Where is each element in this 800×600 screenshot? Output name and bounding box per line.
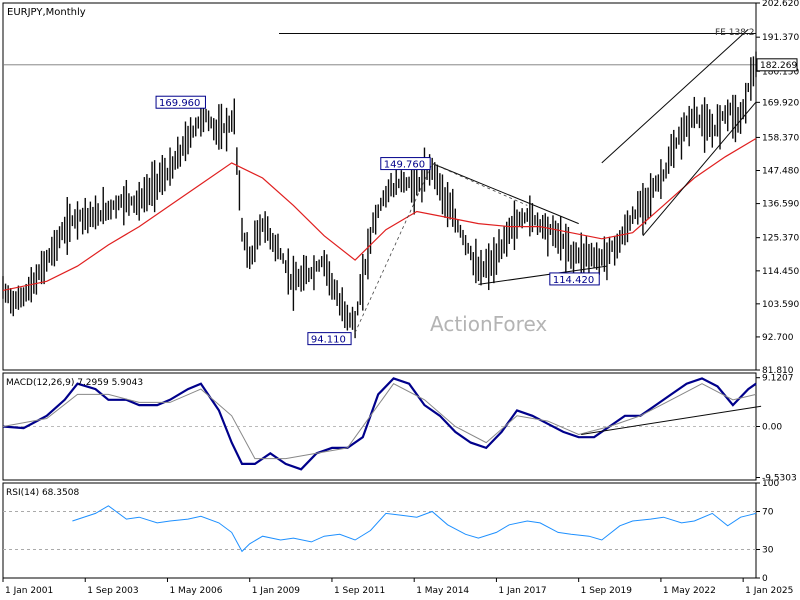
x-tick-label: 1 Jan 2017 [498,586,546,596]
annotation-label: 94.110 [311,335,346,346]
chart-title: EURJPY,Monthly [7,7,86,18]
rsi-title: RSI(14) 68.3508 [6,488,79,498]
triangle-upper-line [432,163,579,225]
channel-upper-line [601,28,749,164]
x-tick-label: 1 Jan 2009 [252,586,300,596]
x-tick-label: 1 May 2022 [663,586,716,596]
price-y-tick-label: 136.590 [762,200,799,210]
annotation-box [549,272,600,286]
price-y-tick-label: 125.370 [762,234,799,244]
triangle-lower-line [478,265,607,285]
macd-y-tick-label: 9.1207 [762,374,794,384]
x-tick-label: 1 Sep 2003 [87,586,138,596]
macd-y-tick-label: -9.5303 [762,473,797,483]
rsi-panel-frame [2,482,757,579]
macd-macd-line [2,377,757,471]
annotation-label: 149.760 [384,160,425,171]
price-y-tick-label: 114.450 [762,267,799,277]
price-bars [2,51,757,339]
x-tick-label: 1 Jan 2001 [5,586,53,596]
price-y-tick-label: 191.370 [762,33,799,43]
price-y-tick-label: 92.700 [762,333,794,343]
x-tick-label: 1 Sep 2011 [334,586,385,596]
annotation-label: 169.960 [159,98,200,109]
macd-title: MACD(12,26,9) 7.2959 5.9043 [6,378,143,388]
rsi-line [72,505,757,553]
x-tick-label: 1 May 2014 [416,586,469,596]
x-tick-label: 1 Jan 2025 [745,586,793,596]
current-price-box [756,58,798,72]
x-tick-label: 1 Sep 2019 [581,586,633,596]
rsi-y-tick-label: 70 [762,508,774,518]
price-y-tick-label: 81.810 [762,366,794,376]
rsi-y-tick-label: 100 [762,479,779,489]
price-y-tick-label: 202.620 [762,0,799,9]
price-y-tick-label: 180.150 [762,67,799,77]
watermark: ActionForex [430,312,547,336]
MA-line [2,137,757,291]
price-y-tick-label: 169.920 [762,98,799,108]
rsi-y-tick-label: 0 [762,574,768,584]
price-panel-frame [2,2,757,371]
rsi-panel: 100 70 30 0 [3,479,779,584]
price-y-tick-label: 103.590 [762,300,799,310]
macd-y-tick-label: 0.00 [762,423,782,433]
price-y-tick-label: 147.480 [762,167,799,177]
macd-signal-line [2,383,757,460]
x-axis: 1 Jan 2001 1 Sep 2003 1 May 2006 1 Jan 2009… [2,578,793,596]
annotation-box [380,157,431,171]
macd-trendline-line [581,405,762,435]
annotation-box [155,95,206,109]
macd-panel: 9.1207 0.00 -9.5303 [2,374,797,483]
wave-dashed-line [354,163,528,333]
annotation-label: 114.420 [553,275,594,286]
fib-label: FE 138.2 [715,28,755,38]
rsi-y-tick-label: 30 [762,546,774,556]
price-panel: 202.620 191.370 180.150 169.920 158.370 147.4… [2,0,799,376]
x-tick-label: 1 May 2006 [169,586,222,596]
price-y-tick-label: 158.370 [762,133,799,143]
channel-lower-line [642,101,757,237]
current-price-label: 182.269 [760,61,797,71]
annotation-box [307,332,352,346]
